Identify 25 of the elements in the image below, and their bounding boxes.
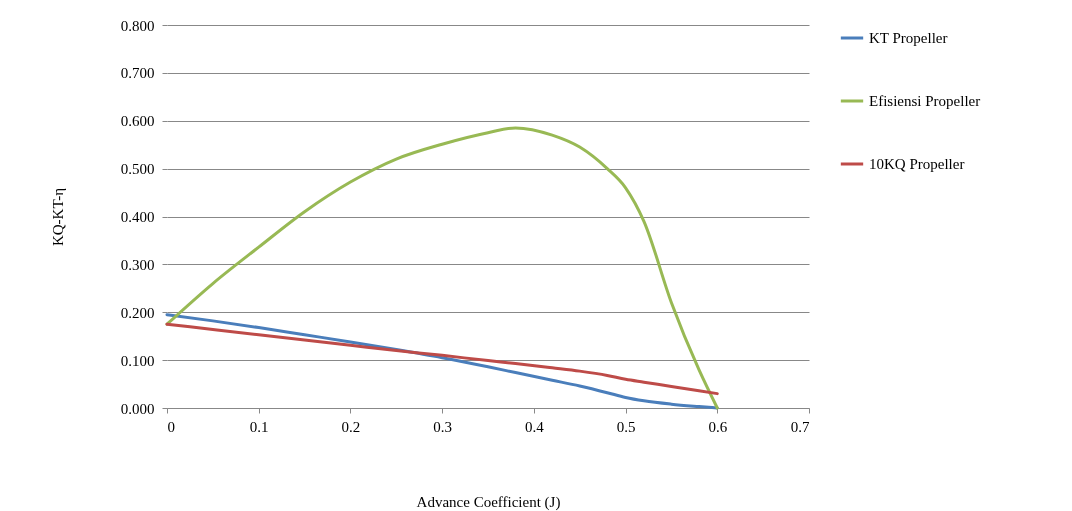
x-tick-label: 0.4	[524, 418, 545, 435]
legend-label: 10KQ Propeller	[869, 156, 965, 172]
y-tick-label: 0.700	[120, 65, 155, 82]
line-series	[165, 126, 719, 410]
y-tick-label: 0.000	[120, 400, 155, 417]
x-tick-label: 0.2	[341, 418, 361, 435]
y-tick-label: 0.600	[120, 113, 155, 130]
legend-label: KT Propeller	[869, 30, 948, 46]
legend-label: Efisiensi Propeller	[869, 93, 981, 109]
x-tick-label: 0.3	[433, 418, 453, 435]
y-tick-label: 0.400	[120, 209, 155, 225]
x-tick-label: 0.7	[790, 418, 810, 435]
line-series	[165, 322, 719, 396]
y-tick-label: 0.300	[120, 256, 155, 273]
y-axis-title: KQ-KT-η	[49, 187, 66, 247]
x-tick-label: 0.5	[616, 418, 636, 435]
y-tick-label: 0.200	[120, 304, 155, 321]
x-tick-label: 0	[167, 418, 175, 435]
line-series	[165, 313, 719, 410]
y-tick-label: 0.800	[120, 17, 155, 34]
x-tick-label: 0.1	[249, 418, 269, 435]
x-axis-title: Advance Coefficient (J)	[416, 493, 561, 511]
y-tick-label: 0.100	[120, 352, 155, 369]
x-tick-label: 0.6	[708, 418, 728, 435]
y-tick-label: 0.500	[120, 161, 155, 178]
